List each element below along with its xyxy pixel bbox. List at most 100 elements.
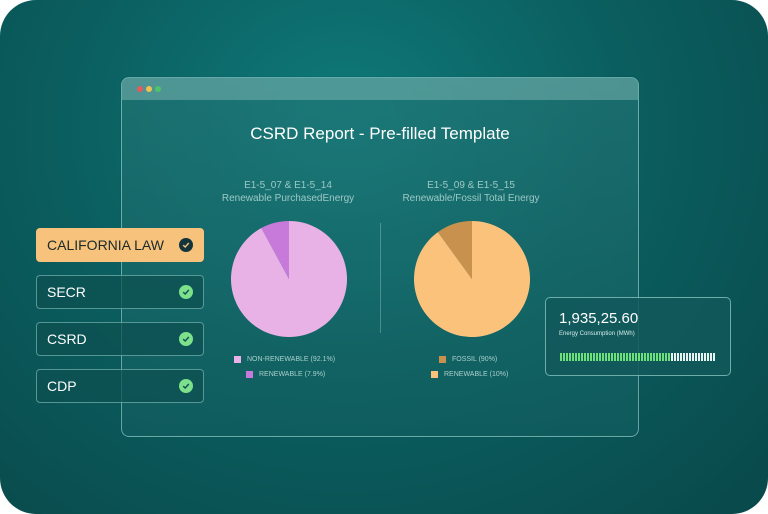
energy-bar-segment — [626, 353, 628, 361]
energy-bar-segment — [581, 353, 583, 361]
energy-bar-segment — [662, 353, 664, 361]
energy-bar-segment — [698, 353, 700, 361]
energy-bar-segment — [641, 353, 643, 361]
energy-bar-segment — [677, 353, 679, 361]
energy-bar-segment — [632, 353, 634, 361]
legend-label: NON-RENEWABLE (92.1%) — [247, 356, 336, 363]
chart-2-header: E1-5_09 & E1-5_15 Renewable/Fossil Total… — [381, 179, 561, 205]
energy-bar-segment — [680, 353, 682, 361]
energy-bar-segment — [686, 353, 688, 361]
chart-1-legend: NON-RENEWABLE (92.1%) RENEWABLE (7.9%) — [234, 352, 335, 382]
legend-swatch — [439, 356, 446, 363]
legend-swatch — [431, 371, 438, 378]
energy-bar-segment — [707, 353, 709, 361]
energy-bar-segment — [593, 353, 595, 361]
energy-bar-segment — [611, 353, 613, 361]
report-title: CSRD Report - Pre-filled Template — [250, 124, 510, 143]
pie-slice-fossil — [437, 221, 472, 279]
energy-bar-segment — [710, 353, 712, 361]
legend-swatch — [246, 371, 253, 378]
energy-bar-segment — [701, 353, 703, 361]
framework-label: CSRD — [47, 331, 87, 347]
energy-bar-segment — [647, 353, 649, 361]
legend-swatch — [234, 356, 241, 363]
legend-item: FOSSIL (90%) — [439, 352, 508, 367]
energy-bar-segment — [665, 353, 667, 361]
framework-label: CDP — [47, 378, 77, 394]
energy-bar-segment — [608, 353, 610, 361]
check-circle-icon — [179, 332, 193, 346]
check-circle-icon — [179, 379, 193, 393]
close-dot-icon[interactable] — [137, 86, 143, 92]
framework-tag-csrd[interactable]: CSRD — [36, 322, 204, 356]
framework-tag-cdp[interactable]: CDP — [36, 369, 204, 403]
legend-item: RENEWABLE (7.9%) — [234, 367, 335, 382]
check-circle-icon — [179, 285, 193, 299]
minimize-dot-icon[interactable] — [146, 86, 152, 92]
energy-progress-bar — [560, 353, 715, 361]
energy-label: Energy Consumption (MWh) — [559, 331, 635, 337]
energy-bar-segment — [689, 353, 691, 361]
energy-bar-segment — [653, 353, 655, 361]
chart-2-subtitle: Renewable/Fossil Total Energy — [402, 193, 540, 204]
energy-bar-segment — [563, 353, 565, 361]
energy-bar-segment — [617, 353, 619, 361]
energy-bar-segment — [584, 353, 586, 361]
energy-bar-segment — [614, 353, 616, 361]
framework-tag-california-law[interactable]: CALIFORNIA LAW — [36, 228, 204, 262]
chart-1-pie — [231, 221, 348, 337]
legend-label: RENEWABLE (7.9%) — [259, 371, 326, 378]
energy-consumption-card: 1,935,25.60 Energy Consumption (MWh) — [545, 297, 731, 376]
energy-bar-segment — [695, 353, 697, 361]
chart-2-pie — [414, 221, 531, 337]
energy-bar-segment — [599, 353, 601, 361]
chart-2-legend: FOSSIL (90%) RENEWABLE (10%) — [431, 352, 508, 382]
energy-bar-segment — [668, 353, 670, 361]
energy-bar-segment — [656, 353, 658, 361]
pie-slice-renewable — [261, 221, 289, 279]
energy-bar-segment — [659, 353, 661, 361]
energy-bar-segment — [644, 353, 646, 361]
framework-tag-secr[interactable]: SECR — [36, 275, 204, 309]
energy-bar-segment — [692, 353, 694, 361]
energy-bar-segment — [635, 353, 637, 361]
energy-bar-segment — [602, 353, 604, 361]
energy-bar-segment — [605, 353, 607, 361]
window-titlebar — [122, 78, 638, 100]
chart-1-subtitle: Renewable PurchasedEnergy — [221, 193, 355, 204]
energy-bar-segment — [590, 353, 592, 361]
energy-bar-segment — [587, 353, 589, 361]
energy-bar-segment — [650, 353, 652, 361]
legend-label: RENEWABLE (10%) — [444, 371, 509, 378]
chart-divider — [380, 223, 381, 333]
energy-bar-segment — [683, 353, 685, 361]
energy-bar-segment — [671, 353, 673, 361]
energy-bar-segment — [623, 353, 625, 361]
energy-bar-segment — [704, 353, 706, 361]
energy-bar-segment — [566, 353, 568, 361]
legend-item: NON-RENEWABLE (92.1%) — [234, 352, 335, 367]
energy-bar-segment — [560, 353, 562, 361]
framework-label: SECR — [47, 284, 86, 300]
energy-bar-segment — [638, 353, 640, 361]
maximize-dot-icon[interactable] — [155, 86, 161, 92]
pie-slice-renewable — [414, 221, 531, 337]
energy-bar-segment — [713, 353, 715, 361]
chart-2-code: E1-5_09 & E1-5_15 — [427, 180, 515, 191]
energy-bar-segment — [572, 353, 574, 361]
energy-bar-segment — [575, 353, 577, 361]
report-window: CSRD Report - Pre-filled Template E1-5_0… — [121, 77, 639, 437]
legend-item: RENEWABLE (10%) — [431, 367, 508, 382]
framework-label: CALIFORNIA LAW — [47, 237, 164, 253]
energy-bar-segment — [674, 353, 676, 361]
energy-bar-segment — [629, 353, 631, 361]
chart-1-code: E1-5_07 & E1-5_14 — [244, 180, 332, 191]
energy-value: 1,935,25.60 — [559, 310, 639, 327]
legend-label: FOSSIL (90%) — [452, 356, 498, 363]
energy-bar-segment — [578, 353, 580, 361]
check-circle-icon — [179, 238, 193, 252]
energy-bar-segment — [596, 353, 598, 361]
chart-1-header: E1-5_07 & E1-5_14 Renewable PurchasedEne… — [198, 179, 378, 205]
energy-bar-segment — [569, 353, 571, 361]
